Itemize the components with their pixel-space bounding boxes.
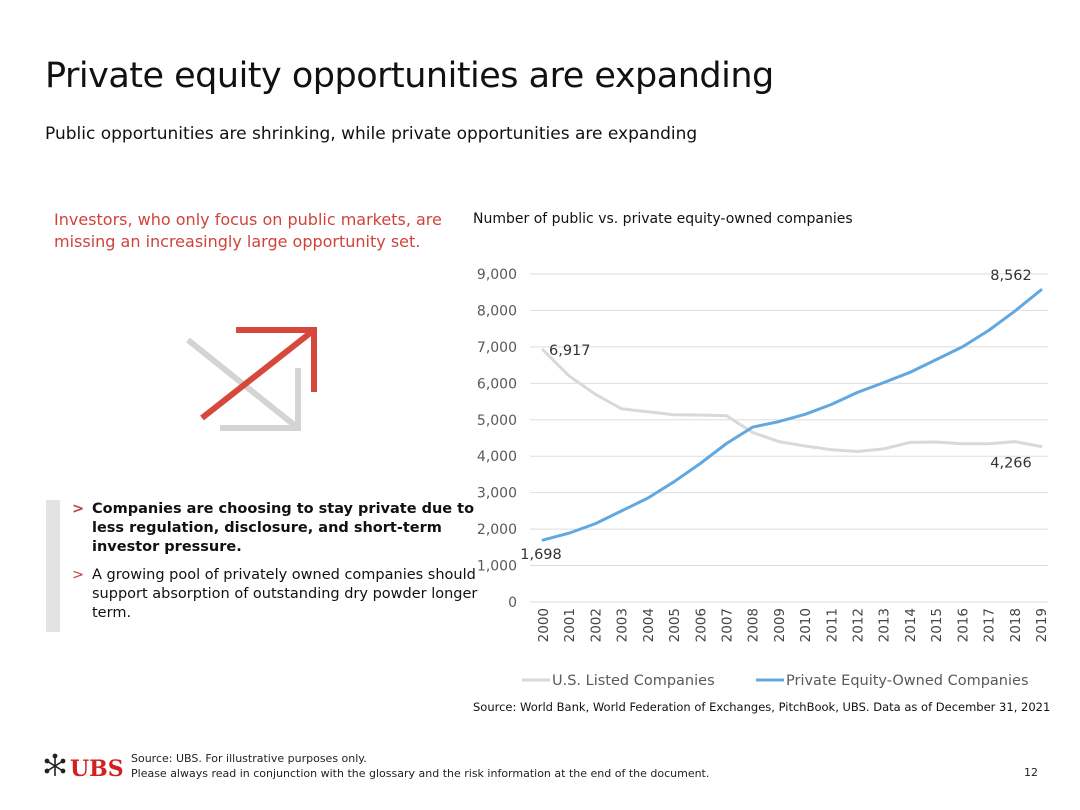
x-tick-label: 2011: [824, 608, 840, 642]
x-tick-label: 2013: [877, 608, 893, 642]
x-tick-label: 2017: [982, 608, 998, 642]
x-tick-label: 2003: [615, 608, 631, 642]
x-tick-label: 2006: [693, 608, 709, 642]
y-tick-label: 3,000: [477, 486, 517, 502]
x-tick-label: 2016: [955, 608, 971, 642]
data-label: 8,562: [990, 268, 1032, 284]
y-tick-label: 2,000: [477, 522, 517, 538]
footer-note: Source: UBS. For illustrative purposes o…: [131, 751, 709, 781]
bullet-text: Companies are choosing to stay private d…: [92, 501, 475, 555]
x-tick-label: 2008: [746, 608, 762, 642]
series-line-0: [541, 348, 1043, 453]
legend-label: Private Equity-Owned Companies: [786, 673, 1029, 689]
chart-title: Number of public vs. private equity-owne…: [473, 211, 853, 227]
bullet-item: > A growing pool of privately owned comp…: [68, 566, 488, 623]
x-tick-label: 2019: [1034, 608, 1050, 642]
footer-line-2: Please always read in conjunction with t…: [131, 767, 710, 780]
ubs-logo: UBS: [44, 753, 124, 782]
line-chart: 0 1,000 2,000 3,000 4,000 5,000 6,000 7,000 8,00…: [477, 267, 1050, 689]
key-points: > Companies are choosing to stay private…: [46, 500, 488, 632]
chart-data-labels: 6,917 1,698 8,562 4,266: [520, 268, 1032, 563]
legend-label: U.S. Listed Companies: [552, 673, 715, 689]
bullet-item: > Companies are choosing to stay private…: [68, 500, 488, 557]
bullet-text: A growing pool of privately owned compan…: [92, 567, 478, 621]
x-tick-label: 2012: [851, 608, 867, 642]
y-tick-label: 5,000: [477, 413, 517, 429]
x-tick-label: 2007: [719, 608, 735, 642]
chart-series: [541, 288, 1043, 542]
y-tick-label: 0: [508, 595, 517, 611]
y-tick-label: 4,000: [477, 449, 517, 465]
page-title: Private equity opportunities are expandi…: [45, 56, 774, 96]
bullet-marker: >: [72, 567, 85, 583]
x-tick-label: 2014: [903, 608, 919, 642]
x-tick-label: 2002: [588, 608, 604, 642]
chart-y-tick-labels: 0 1,000 2,000 3,000 4,000 5,000 6,000 7,000 8,00…: [477, 267, 517, 611]
page-number: 12: [1024, 766, 1038, 779]
chart-x-tick-labels: 2000 2001 2002 2003 2004 2005 2006 2007 2008 2009…: [536, 608, 1050, 642]
y-tick-label: 8,000: [477, 303, 517, 319]
x-tick-label: 2015: [929, 608, 945, 642]
series-line-1: [541, 288, 1043, 542]
y-tick-label: 7,000: [477, 340, 517, 356]
chart-legend: U.S. Listed Companies Private Equity-Owne…: [522, 673, 1029, 689]
y-tick-label: 6,000: [477, 376, 517, 392]
x-tick-label: 2009: [772, 608, 788, 642]
page-subtitle: Public opportunities are shrinking, whil…: [45, 124, 698, 144]
x-tick-label: 2005: [667, 608, 683, 642]
callout-text: Investors, who only focus on public mark…: [54, 210, 442, 251]
x-tick-label: 2004: [641, 608, 657, 642]
x-tick-label: 2001: [562, 608, 578, 642]
y-tick-label: 9,000: [477, 267, 517, 283]
y-tick-label: 1,000: [477, 559, 517, 575]
x-tick-label: 2010: [798, 608, 814, 642]
chart-gridlines: [530, 273, 1048, 603]
trend-arrows-icon: [186, 327, 317, 431]
data-label: 4,266: [990, 456, 1032, 472]
x-tick-label: 2000: [536, 608, 552, 642]
data-label: 6,917: [549, 343, 591, 359]
chart-source-note: Source: World Bank, World Federation of …: [473, 700, 1051, 714]
data-label: 1,698: [520, 547, 562, 563]
x-tick-label: 2018: [1008, 608, 1024, 642]
bullet-marker: >: [72, 501, 85, 517]
footer-line-1: Source: UBS. For illustrative purposes o…: [131, 752, 367, 765]
ubs-logo-text: UBS: [70, 756, 124, 782]
